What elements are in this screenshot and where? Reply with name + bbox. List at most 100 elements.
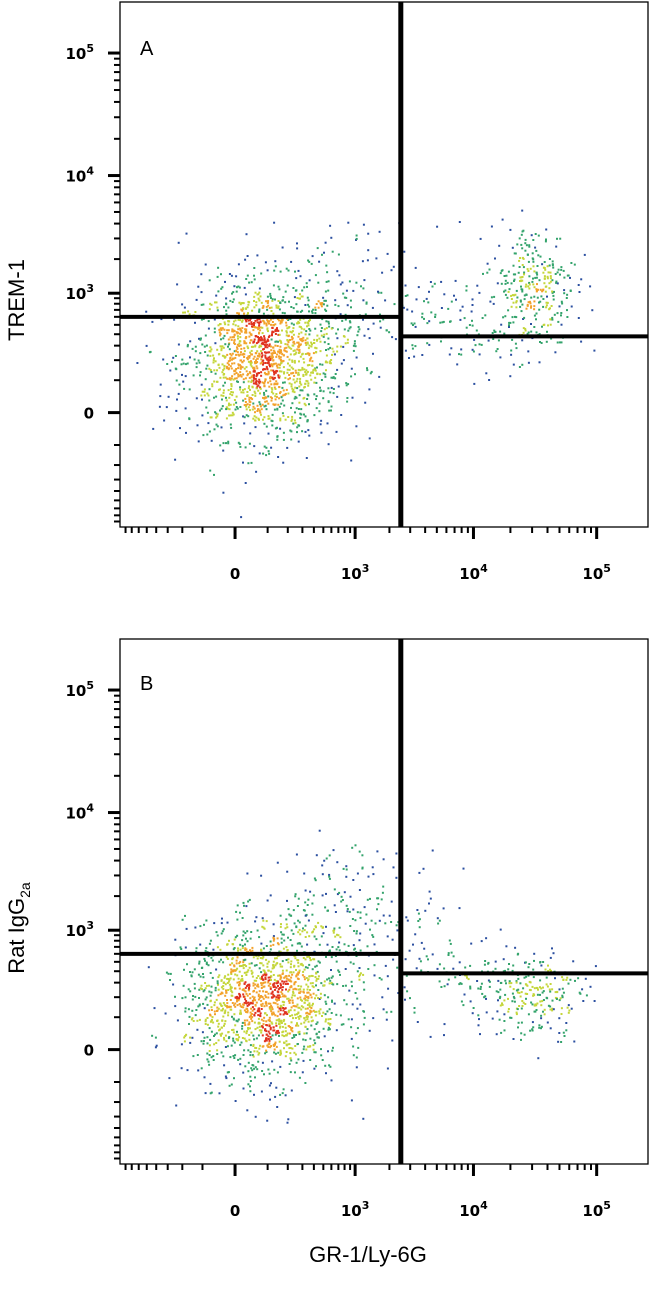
event-dot <box>265 1033 268 1036</box>
event-dot <box>343 943 346 946</box>
event-dot <box>258 990 261 993</box>
event-dot <box>286 343 289 346</box>
event-dot <box>309 358 312 360</box>
event-dot <box>297 971 300 974</box>
event-dot <box>288 974 291 977</box>
event-dot <box>349 321 352 324</box>
event-dot <box>406 990 409 993</box>
event-dot <box>525 975 528 978</box>
event-dot <box>291 1047 294 1050</box>
event-dot <box>327 280 330 283</box>
event-dot <box>580 340 583 343</box>
event-dot <box>296 977 299 980</box>
event-dot <box>226 353 229 356</box>
event-dot <box>228 363 230 366</box>
event-dot <box>532 258 535 261</box>
event-dot <box>287 392 290 395</box>
event-dot <box>253 377 256 380</box>
event-dot <box>202 1040 205 1042</box>
event-dot <box>291 999 294 1002</box>
event-dot <box>259 1014 261 1017</box>
event-dot <box>546 265 549 268</box>
event-dot <box>185 927 188 930</box>
event-dot <box>235 1038 238 1041</box>
event-dot <box>259 1044 262 1047</box>
event-dot <box>285 388 288 391</box>
event-dot <box>252 370 255 373</box>
event-dot <box>381 996 384 999</box>
event-dot <box>405 916 408 919</box>
event-dot <box>528 244 531 247</box>
event-dot <box>296 310 299 313</box>
event-dot <box>174 995 176 998</box>
event-dot <box>315 979 318 982</box>
event-dot <box>186 1069 189 1072</box>
event-dot <box>279 322 282 325</box>
event-dot <box>184 996 187 999</box>
event-dot <box>238 982 241 985</box>
event-dot <box>392 265 395 268</box>
event-dot <box>308 935 311 938</box>
event-dot <box>261 995 264 998</box>
event-dot <box>340 900 343 903</box>
event-dot <box>239 388 242 391</box>
event-dot <box>289 339 291 341</box>
event-dot <box>273 404 276 406</box>
event-dot <box>226 362 229 365</box>
event-dot <box>329 1022 332 1025</box>
event-dot <box>257 1053 260 1056</box>
event-dot <box>197 1005 200 1008</box>
event-dot <box>274 383 277 386</box>
event-dot <box>545 983 548 986</box>
event-dot <box>312 986 315 989</box>
event-dot <box>231 1029 234 1031</box>
event-dot <box>276 426 278 429</box>
event-dot <box>297 988 300 991</box>
event-dot <box>325 1072 327 1075</box>
event-dot <box>194 345 197 348</box>
event-dot <box>330 405 333 408</box>
event-dot <box>217 994 220 997</box>
event-dot <box>234 936 237 939</box>
event-dot <box>238 340 241 343</box>
event-dot <box>563 276 566 279</box>
event-dot <box>408 949 411 952</box>
event-dot <box>395 852 398 855</box>
event-dot <box>323 333 326 336</box>
event-dot <box>260 337 263 340</box>
event-dot <box>218 328 221 331</box>
event-dot <box>296 1003 299 1006</box>
event-dot <box>332 849 335 852</box>
event-dot <box>272 312 275 315</box>
event-dot <box>273 1051 276 1054</box>
event-dot <box>246 394 249 397</box>
event-dot <box>304 914 307 917</box>
event-dot <box>234 324 237 327</box>
event-dot <box>217 1039 220 1042</box>
event-dot <box>249 949 251 952</box>
event-dot <box>298 332 301 335</box>
event-dot <box>251 995 254 998</box>
event-dot <box>567 982 570 985</box>
event-dot <box>291 944 294 947</box>
event-dot <box>483 963 486 966</box>
event-dot <box>208 367 211 370</box>
event-dot <box>194 926 197 929</box>
event-dot <box>249 1051 252 1054</box>
event-dot <box>205 367 208 370</box>
event-dot <box>227 345 229 348</box>
event-dot <box>306 325 308 328</box>
event-dot <box>326 271 329 274</box>
event-dot <box>251 975 254 978</box>
event-dot <box>410 322 413 325</box>
event-dot <box>251 309 254 312</box>
event-dot <box>289 1047 292 1049</box>
event-dot <box>323 328 326 331</box>
event-dot <box>419 960 422 963</box>
event-dot <box>223 1038 226 1041</box>
event-dot <box>271 357 274 360</box>
event-dot <box>507 270 510 273</box>
event-dot <box>347 383 350 386</box>
event-dot <box>269 292 272 295</box>
event-dot <box>207 955 210 958</box>
